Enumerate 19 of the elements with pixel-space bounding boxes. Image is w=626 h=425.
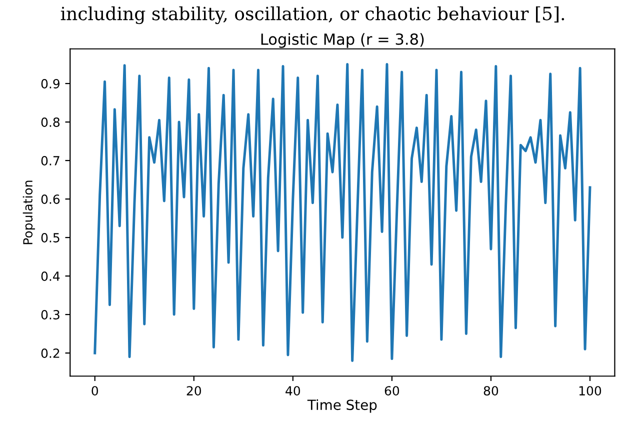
- x-tick-label: 40: [286, 386, 300, 396]
- y-tick-label: 0.6: [41, 194, 60, 204]
- y-tick-label: 0.5: [41, 232, 60, 242]
- y-tick-label: 0.2: [41, 348, 60, 358]
- x-tick-label: 60: [384, 386, 400, 396]
- y-axis-title: Population: [22, 180, 35, 244]
- x-tick-label: 100: [579, 386, 602, 396]
- chart-title: Logistic Map (r = 3.8): [261, 33, 424, 48]
- y-tick-label: 0.8: [41, 117, 60, 127]
- line-series: [94, 63, 592, 362]
- y-tick-label: 0.9: [41, 78, 60, 88]
- x-tick-label: 0: [92, 386, 98, 396]
- y-tick-label: 0.3: [41, 310, 60, 320]
- text: including stability, oscillation, or chaotic behaviour [5].: [60, 6, 564, 24]
- x-tick-label: 80: [484, 386, 498, 396]
- x-tick-label: 20: [186, 386, 202, 396]
- y-tick-label: 0.4: [41, 271, 60, 281]
- x-axis-title: Time Step: [307, 399, 377, 413]
- y-tick-label: 0.7: [41, 156, 60, 166]
